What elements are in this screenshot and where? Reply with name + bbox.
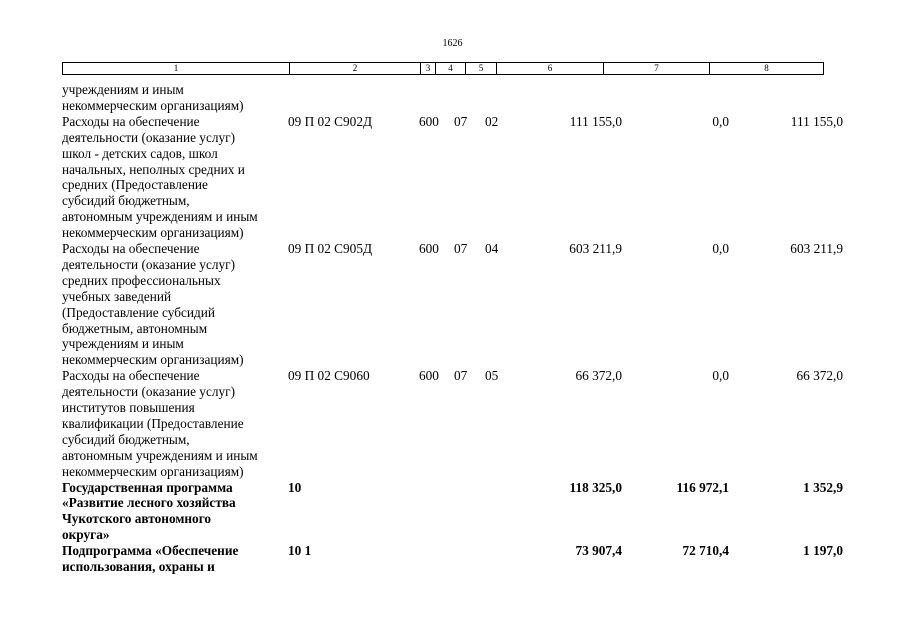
row-sum-1: 118 325,0 bbox=[569, 479, 622, 495]
header-col-3: 3 bbox=[420, 63, 435, 74]
row-name-line: средних профессиональных bbox=[62, 272, 221, 288]
row-vr: 600 bbox=[419, 241, 439, 256]
header-col-5: 5 bbox=[465, 63, 496, 74]
row-name: Расходы на обеспечение деятельности (оказ… bbox=[62, 368, 287, 479]
header-col-4: 4 bbox=[435, 63, 465, 74]
row-pr: 04 bbox=[485, 241, 499, 256]
row-vr: 600 bbox=[419, 113, 439, 129]
row-rz: 07 bbox=[454, 241, 468, 256]
row-sum-2: 72 710,4 bbox=[682, 543, 729, 559]
row-name-line: учреждениям и иным bbox=[62, 82, 184, 97]
row-sum-3: 603 211,9 bbox=[790, 241, 843, 256]
row-name-line: учреждениям и иным bbox=[62, 336, 184, 352]
row-sum-3: 1 352,9 bbox=[803, 479, 843, 495]
row-name-line: деятельности (оказание услуг) bbox=[62, 384, 236, 400]
row-name-line: бюджетным, автономным bbox=[62, 320, 208, 336]
row-sum-1: 73 907,4 bbox=[575, 543, 622, 559]
row-name-line: Расходы на обеспечение bbox=[62, 368, 200, 384]
row-name-line: использования, охраны и bbox=[62, 559, 215, 574]
header-col-1: 1 bbox=[173, 63, 179, 73]
row-name-line: деятельности (оказание услуг) bbox=[62, 129, 236, 145]
row-name-line: квалификации (Предоставление bbox=[62, 415, 244, 431]
row-sum-1: 66 372,0 bbox=[575, 368, 622, 384]
row-code: 09 П 02 С905Д bbox=[288, 241, 373, 256]
row-sum-2: 0,0 bbox=[712, 368, 729, 384]
header-col-7: 7 bbox=[603, 63, 709, 74]
row-name-line: Государственная программа bbox=[62, 479, 233, 495]
row-name-line: учебных заведений bbox=[62, 288, 172, 304]
row-name-line: некоммерческим организациям) bbox=[62, 463, 244, 479]
row-sum-1: 111 155,0 bbox=[569, 113, 622, 129]
row-name-line: деятельности (оказание услуг) bbox=[62, 256, 236, 272]
table-header: 1 2 3 4 5 6 7 8 bbox=[62, 62, 824, 75]
row-name-line: субсидий бюджетным, bbox=[62, 431, 190, 447]
row-rz: 07 bbox=[454, 368, 468, 384]
row-vr: 600 bbox=[419, 368, 439, 384]
row-name-line: округа» bbox=[62, 527, 110, 543]
row-name-line: Расходы на обеспечение bbox=[62, 241, 200, 256]
row-sum-2: 116 972,1 bbox=[676, 479, 729, 495]
row-name: учреждениям и иным некоммерческим организ… bbox=[62, 82, 287, 114]
row-name-line: Подпрограмма «Обеспечение bbox=[62, 543, 239, 559]
row-code: 09 П 02 С902Д bbox=[288, 113, 373, 129]
row-pr: 02 bbox=[485, 113, 499, 129]
row-name-line: школ - детских садов, школ bbox=[62, 145, 218, 161]
row-code: 10 1 bbox=[288, 543, 312, 559]
row-name-line: институтов повышения bbox=[62, 400, 195, 415]
row-name-line: «Развитие лесного хозяйства bbox=[62, 495, 236, 511]
row-sum-2: 0,0 bbox=[712, 113, 729, 129]
header-col-2: 2 bbox=[289, 63, 420, 74]
row-name: Расходы на обеспечение деятельности (оказ… bbox=[62, 114, 287, 241]
row-name-line: некоммерческим организациям) bbox=[62, 97, 244, 113]
page-number: 1626 bbox=[442, 38, 463, 49]
row-name-line: (Предоставление субсидий bbox=[62, 304, 216, 320]
row-name-line: начальных, неполных средних и bbox=[62, 161, 245, 177]
row-name-line: некоммерческим организациям) bbox=[62, 225, 244, 241]
row-name-line: некоммерческим организациям) bbox=[62, 352, 244, 368]
row-sum-2: 0,0 bbox=[712, 241, 729, 256]
row-name: Государственная программа «Развитие лесно… bbox=[62, 480, 287, 544]
row-code: 10 bbox=[288, 479, 302, 495]
row-name-line: субсидий бюджетным, bbox=[62, 193, 190, 209]
row-rz: 07 bbox=[454, 113, 468, 129]
header-col-6: 6 bbox=[496, 63, 603, 74]
row-name-line: автономным учреждениям и иным bbox=[62, 209, 258, 225]
row-sum-3: 66 372,0 bbox=[796, 368, 843, 384]
row-name: Расходы на обеспечение деятельности (оказ… bbox=[62, 241, 287, 368]
row-sum-3: 111 155,0 bbox=[790, 113, 843, 129]
row-name: Подпрограмма «Обеспечение использования, … bbox=[62, 543, 287, 575]
row-name-line: автономным учреждениям и иным bbox=[62, 447, 258, 463]
row-pr: 05 bbox=[485, 368, 499, 384]
row-sum-1: 603 211,9 bbox=[569, 241, 622, 256]
row-sum-3: 1 197,0 bbox=[803, 543, 843, 559]
row-code: 09 П 02 С9060 bbox=[288, 368, 370, 384]
row-name-line: средних (Предоставление bbox=[62, 177, 208, 193]
row-name-line: Расходы на обеспечение bbox=[62, 113, 200, 129]
header-col-8: 8 bbox=[709, 63, 823, 74]
row-name-line: Чукотского автономного bbox=[62, 511, 212, 527]
